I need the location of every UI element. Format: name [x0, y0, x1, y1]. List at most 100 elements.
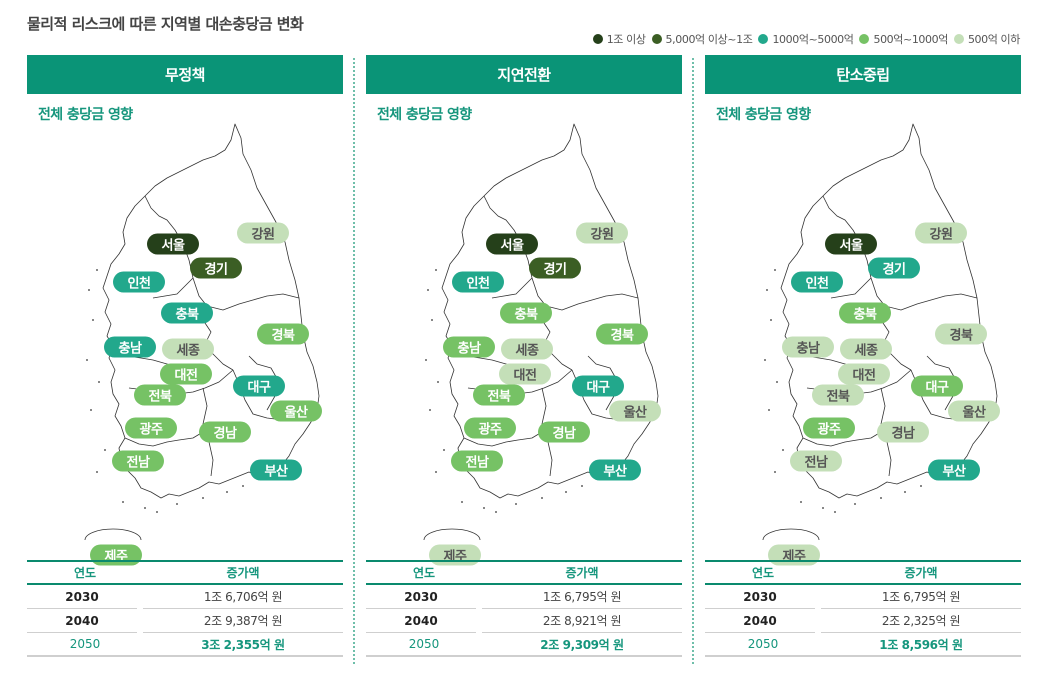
header-year: 연도: [751, 566, 775, 580]
region-badge: 전북: [473, 384, 525, 406]
region-badge: 서울: [825, 233, 877, 255]
korea-map: 서울 경기 강원 인천 충북 경북 충남 세종 대전 대구 전북 울산 광주 경남 전남 부산 제주: [27, 120, 343, 566]
panel-title: 지연전환: [366, 55, 682, 94]
region-badge: 충북: [500, 302, 552, 324]
region-badge: 대구: [572, 375, 624, 397]
scenario-panel-no-policy: 무정책 전체 충당금 영향 서울 경기 강원 인천 충북 경북 충남 세종 대전 대구 전북 울산 광주…: [27, 55, 343, 665]
amount-cell: 2조 9,387억 원: [143, 609, 343, 633]
amount-cell: 2조 2,325억 원: [821, 609, 1021, 633]
region-badge: 경북: [596, 323, 648, 345]
region-badge: 인천: [791, 271, 843, 293]
legend-dot-icon: [953, 34, 964, 44]
region-badge: 광주: [803, 417, 855, 439]
amount-cell: 1조 6,706억 원: [143, 585, 343, 609]
region-badge: 전북: [134, 384, 186, 406]
table-row: 2030 1조 6,706억 원: [27, 585, 343, 609]
legend-item-5: 500억 이하: [953, 31, 1020, 47]
year-cell: 2040: [27, 609, 137, 633]
region-badge: 경기: [190, 257, 242, 279]
table-row: 2030 1조 6,795억 원: [705, 585, 1021, 609]
region-badge: 경남: [199, 421, 251, 443]
region-badge: 경북: [935, 323, 987, 345]
legend-label: 500억~1000억: [873, 33, 948, 46]
table-row: 2040 2조 2,325억 원: [705, 609, 1021, 633]
scenario-panel-net-zero: 탄소중립 전체 충당금 영향 서울 경기 강원 인천 충북 경북 충남 세종 대전 대구 전북 울산 광…: [705, 55, 1021, 665]
panel-subtitle: 전체 충당금 영향: [38, 107, 133, 123]
region-badge: 대전: [160, 363, 212, 385]
table-row: 2040 2조 8,921억 원: [366, 609, 682, 633]
legend-dot-icon: [651, 34, 662, 44]
region-badge: 충남: [782, 336, 834, 358]
legend-item-4: 500억~1000억: [859, 31, 948, 47]
increase-table: 연도 증가액 2030 1조 6,795억 원 2040 2조 2,325억 원…: [705, 560, 1021, 657]
legend-label: 1조 이상: [606, 33, 646, 46]
legend-item-1: 1조 이상: [592, 31, 646, 47]
legend-label: 1000억~5000억: [772, 33, 854, 46]
table-row: 2050 1조 8,596억 원: [705, 633, 1021, 657]
region-badge: 전남: [451, 450, 503, 472]
legend: 1조 이상 5,000억 이상~1조 1000억~5000억 500억~1000…: [587, 31, 1020, 47]
legend-dot-icon: [859, 34, 870, 44]
header-year: 연도: [73, 566, 97, 580]
region-badge: 전북: [812, 384, 864, 406]
region-badge: 전남: [790, 450, 842, 472]
amount-cell: 3조 2,355억 원: [143, 633, 343, 657]
legend-item-3: 1000억~5000억: [758, 31, 854, 47]
region-badge: 대구: [911, 375, 963, 397]
region-badge: 울산: [270, 400, 322, 422]
amount-cell: 2조 8,921억 원: [482, 609, 682, 633]
year-cell: 2030: [705, 585, 815, 609]
region-badge: 경기: [529, 257, 581, 279]
region-badge: 울산: [948, 400, 1000, 422]
region-badge: 대전: [499, 363, 551, 385]
legend-dot-icon: [758, 34, 769, 44]
page-title: 물리적 리스크에 따른 지역별 대손충당금 변화: [27, 15, 304, 33]
korea-map: 서울 경기 강원 인천 충북 경북 충남 세종 대전 대구 전북 울산 광주 경남 전남 부산 제주: [366, 120, 682, 566]
scenario-panel-delayed-transition: 지연전환 전체 충당금 영향 서울 경기 강원 인천 충북 경북 충남 세종 대전 대구 전북 울산 광…: [366, 55, 682, 665]
korea-map: 서울 경기 강원 인천 충북 경북 충남 세종 대전 대구 전북 울산 광주 경남 전남 부산 제주: [705, 120, 1021, 566]
region-badge: 경남: [877, 421, 929, 443]
header-amount: 증가액: [904, 566, 938, 580]
panel-title: 탄소중립: [705, 55, 1021, 94]
year-cell: 2050: [27, 633, 143, 657]
region-badge: 충남: [104, 336, 156, 358]
legend-label: 5,000억 이상~1조: [665, 33, 753, 46]
panel-divider: [692, 58, 694, 664]
year-cell: 2030: [366, 585, 476, 609]
region-badge: 강원: [576, 222, 628, 244]
region-badge: 경기: [868, 257, 920, 279]
region-badge: 대전: [838, 363, 890, 385]
region-badge: 서울: [486, 233, 538, 255]
increase-table: 연도 증가액 2030 1조 6,706억 원 2040 2조 9,387억 원…: [27, 560, 343, 657]
amount-cell: 1조 6,795억 원: [821, 585, 1021, 609]
header-year: 연도: [412, 566, 436, 580]
year-cell: 2050: [705, 633, 821, 657]
panel-divider: [353, 58, 355, 664]
region-badge: 세종: [162, 338, 214, 360]
table-row: 2050 2조 9,309억 원: [366, 633, 682, 657]
table-header: 연도 증가액: [27, 560, 343, 585]
amount-cell: 1조 6,795억 원: [482, 585, 682, 609]
increase-table: 연도 증가액 2030 1조 6,795억 원 2040 2조 8,921억 원…: [366, 560, 682, 657]
region-badge: 부산: [928, 459, 980, 481]
region-badge: 전남: [112, 450, 164, 472]
panel-subtitle: 전체 충당금 영향: [716, 107, 811, 123]
region-badge: 부산: [589, 459, 641, 481]
region-badge: 경남: [538, 421, 590, 443]
region-badge: 세종: [501, 338, 553, 360]
region-badge: 충북: [161, 302, 213, 324]
panel-title: 무정책: [27, 55, 343, 94]
region-badge: 서울: [147, 233, 199, 255]
table-header: 연도 증가액: [366, 560, 682, 585]
region-badge: 충북: [839, 302, 891, 324]
table-row: 2040 2조 9,387억 원: [27, 609, 343, 633]
amount-cell: 1조 8,596억 원: [821, 633, 1021, 657]
region-badge: 강원: [915, 222, 967, 244]
year-cell: 2040: [366, 609, 476, 633]
region-badge: 부산: [250, 459, 302, 481]
header-amount: 증가액: [226, 566, 260, 580]
panel-subtitle: 전체 충당금 영향: [377, 107, 472, 123]
region-badge: 대구: [233, 375, 285, 397]
region-badge: 광주: [125, 417, 177, 439]
legend-dot-icon: [592, 34, 603, 44]
